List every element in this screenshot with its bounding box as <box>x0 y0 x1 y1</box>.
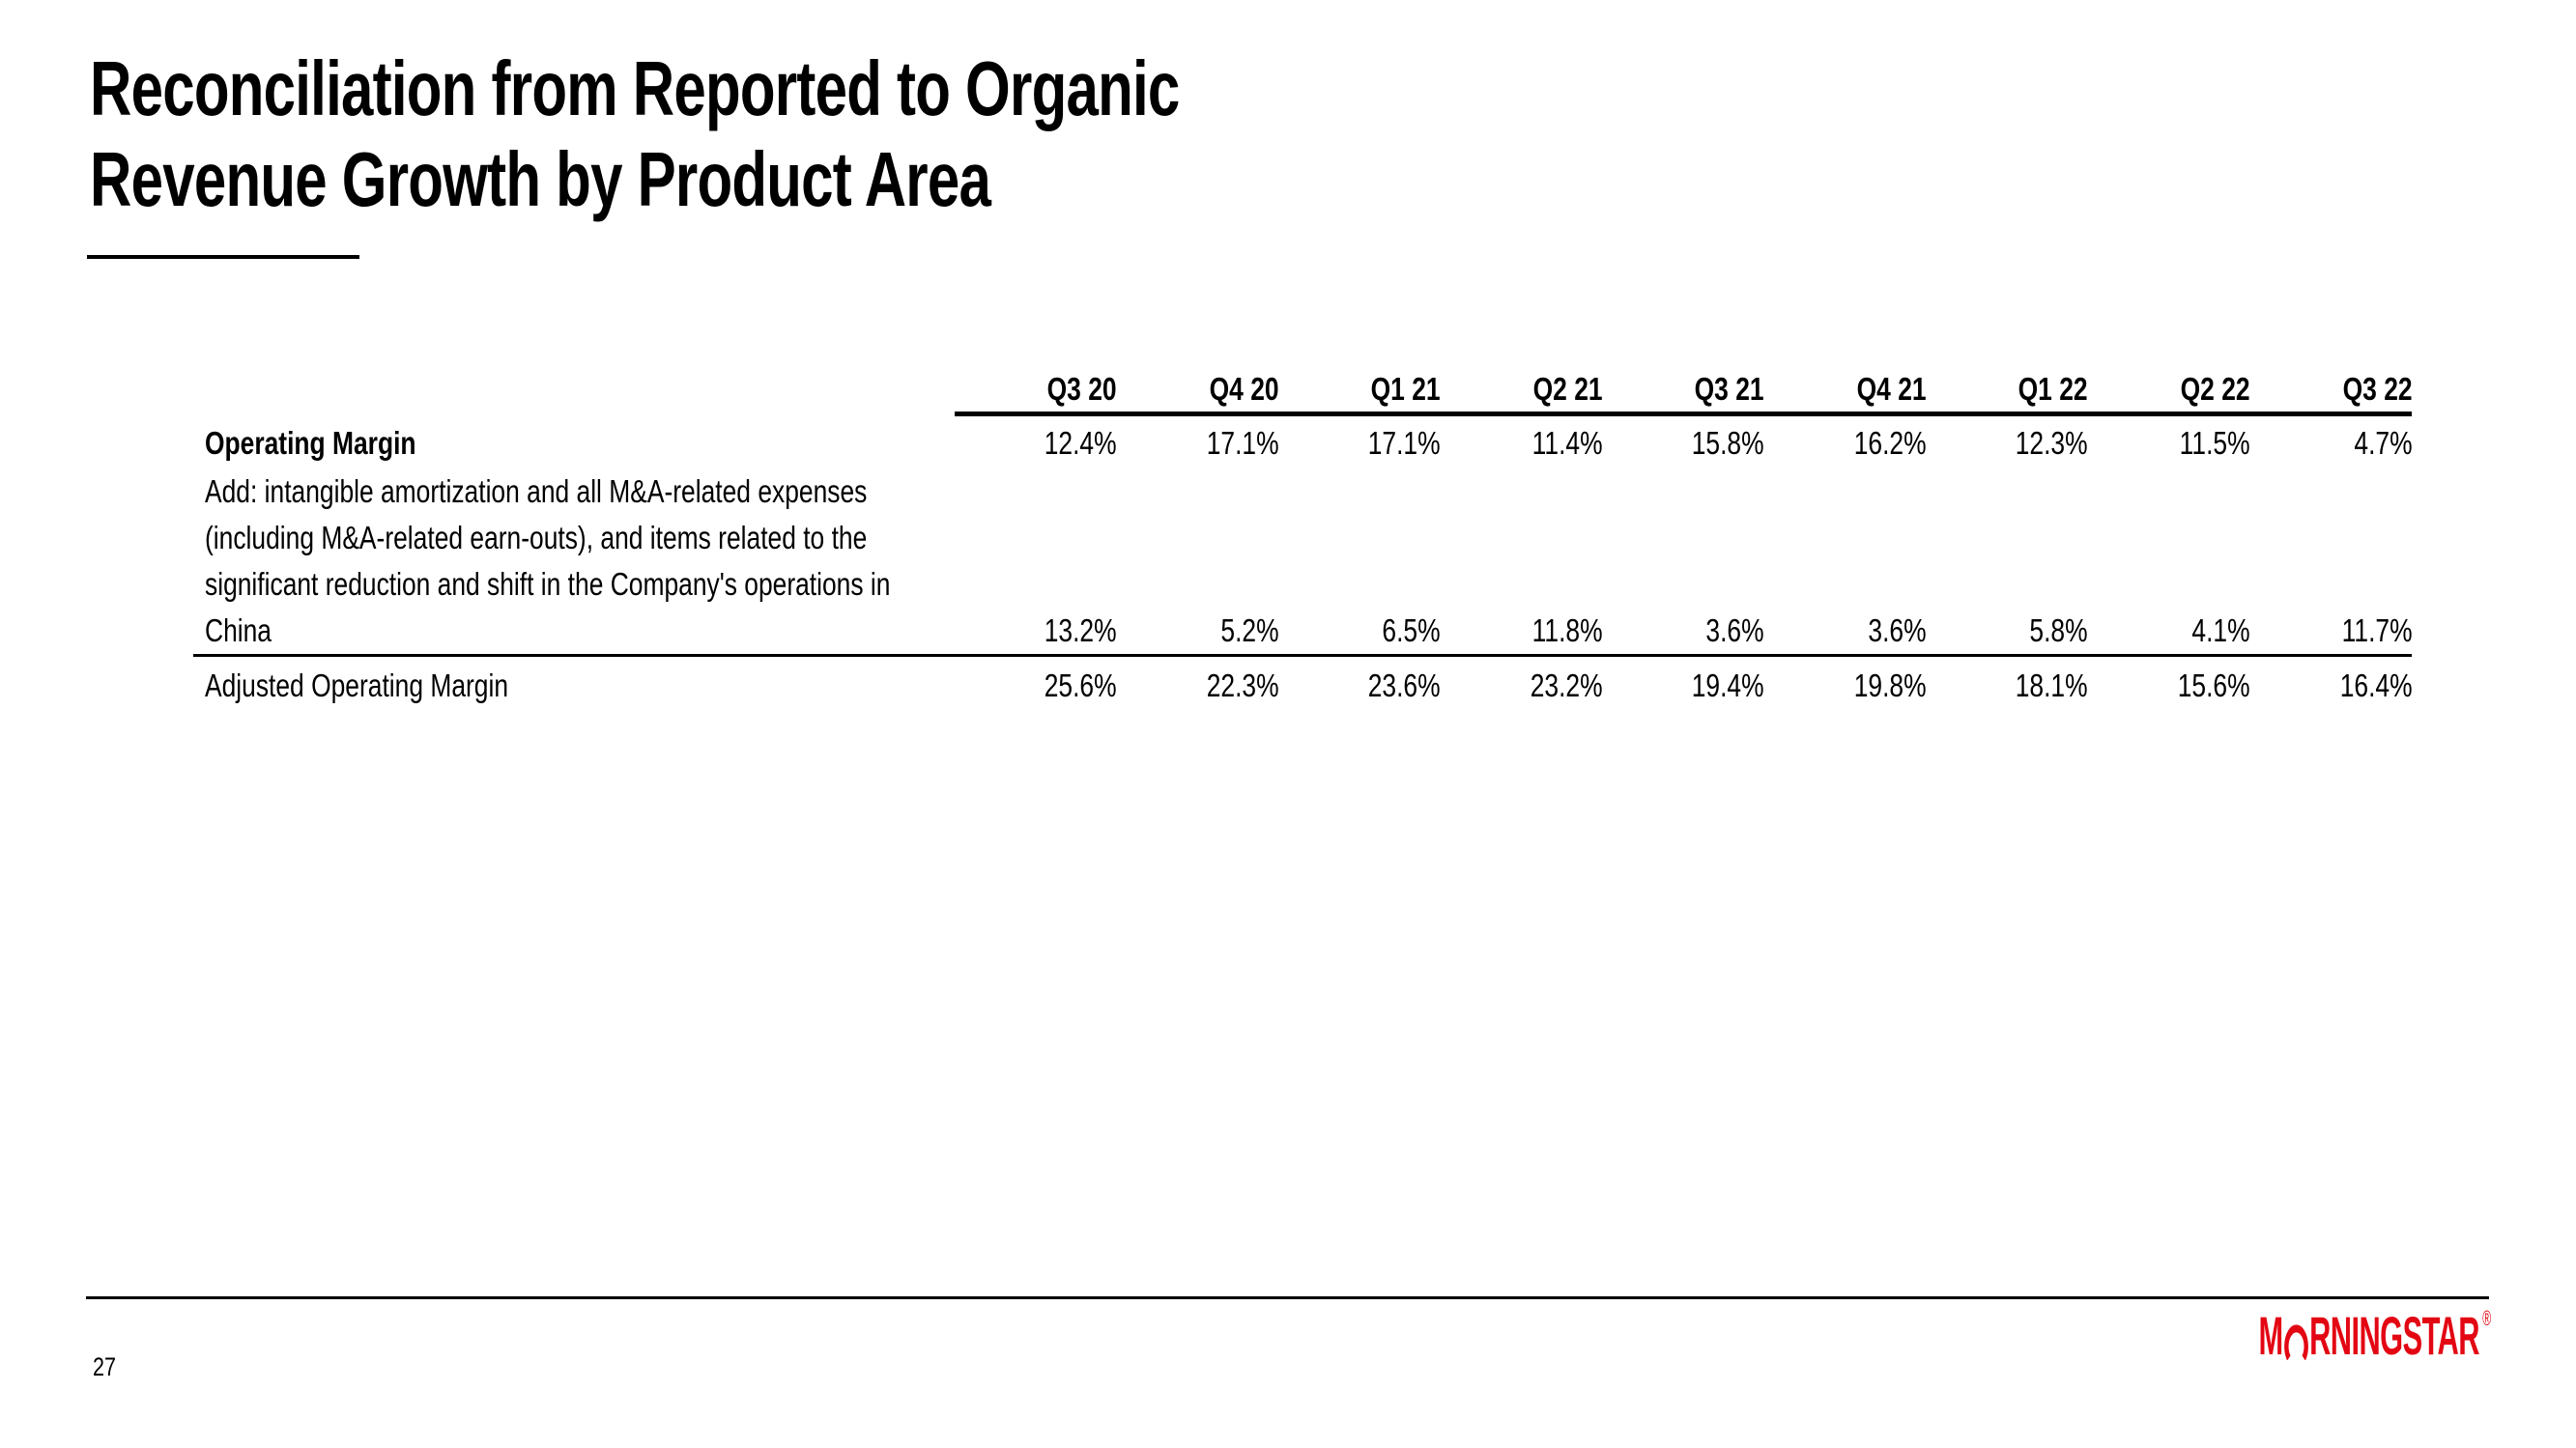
row-label-line-3: significant reduction and shift in the C… <box>205 566 891 602</box>
row-values: 12.4% 17.1% 17.1% 11.4% 15.8% 16.2% 12.3… <box>955 424 2412 463</box>
value-cell: 16.2% <box>1853 425 1927 461</box>
value-cell: 22.3% <box>1206 667 1279 703</box>
value-cell: 5.8% <box>2029 612 2088 648</box>
value-cell: 11.7% <box>2341 612 2413 648</box>
value-cell: 11.4% <box>1531 425 1603 461</box>
value-cell: 3.6% <box>1705 612 1764 648</box>
value-cell: 13.2% <box>1044 612 1117 648</box>
column-header: Q3 20 <box>1046 371 1117 407</box>
column-header: Q2 22 <box>2180 371 2250 407</box>
value-cell: 15.8% <box>1691 425 1764 461</box>
column-header: Q1 22 <box>2018 371 2088 407</box>
value-cell: 6.5% <box>1382 612 1441 648</box>
value-cell: 15.6% <box>2177 667 2250 703</box>
row-label: Operating Margin <box>205 425 416 461</box>
table-row-operating-margin: Operating Margin 12.4% 17.1% 17.1% 11.4%… <box>193 416 2412 463</box>
column-header: Q1 21 <box>1370 371 1441 407</box>
row-label-cell: Adjusted Operating Margin <box>193 667 955 705</box>
value-cell: 25.6% <box>1044 667 1117 703</box>
table-row-add-adjustments: Add: intangible amortization and all M&A… <box>193 463 2412 654</box>
column-header: Q4 20 <box>1209 371 1279 407</box>
table-row-adjusted-operating-margin: Adjusted Operating Margin 25.6% 22.3% 23… <box>193 654 2412 705</box>
column-header: Q3 21 <box>1694 371 1764 407</box>
value-cell: 19.4% <box>1691 667 1764 703</box>
value-cell: 4.7% <box>2353 425 2413 461</box>
row-label-multiline: Add: intangible amortization and all M&A… <box>205 468 891 654</box>
value-cell: 11.8% <box>1531 612 1603 648</box>
value-cell: 23.6% <box>1367 667 1441 703</box>
row-values: 13.2% 5.2% 6.5% 11.8% 3.6% 3.6% 5.8% 4.1… <box>955 468 2412 654</box>
value-cell: 23.2% <box>1530 667 1603 703</box>
value-cell: 3.6% <box>1868 612 1927 648</box>
value-cell: 5.2% <box>1219 612 1279 648</box>
title-underline <box>87 255 359 259</box>
logo-text-rningstar: RNINGSTAR <box>2309 1305 2480 1366</box>
header-cells: Q3 20 Q4 20 Q1 21 Q2 21 Q3 21 Q4 21 Q1 2… <box>955 371 2412 416</box>
value-cell: 12.4% <box>1044 425 1117 461</box>
page-title: Reconciliation from Reported to Organic … <box>90 43 1180 225</box>
page-title-line-2: Revenue Growth by Product Area <box>90 136 991 222</box>
page-number: 27 <box>93 1352 117 1381</box>
value-cell: 12.3% <box>2016 425 2088 461</box>
row-label-cell: Add: intangible amortization and all M&A… <box>193 468 955 654</box>
value-cell: 11.5% <box>2179 425 2250 461</box>
table-header-row: Q3 20 Q4 20 Q1 21 Q2 21 Q3 21 Q4 21 Q1 2… <box>193 371 2412 416</box>
row-label: Adjusted Operating Margin <box>205 667 509 703</box>
value-cell: 19.8% <box>1853 667 1927 703</box>
value-cell: 18.1% <box>2016 667 2088 703</box>
value-cell: 16.4% <box>2339 667 2413 703</box>
value-cell: 17.1% <box>1206 425 1279 461</box>
page-title-line-1: Reconciliation from Reported to Organic <box>90 45 1180 131</box>
value-cell: 4.1% <box>2191 612 2250 648</box>
row-label-line-1: Add: intangible amortization and all M&A… <box>205 473 868 509</box>
footer-divider <box>86 1296 2489 1299</box>
morningstar-sunrise-icon <box>2284 1324 2309 1360</box>
value-cell: 17.1% <box>1367 425 1441 461</box>
row-label-line-2: (including M&A-related earn-outs), and i… <box>205 520 868 555</box>
column-header: Q4 21 <box>1856 371 1927 407</box>
registered-trademark-icon: ® <box>2482 1306 2492 1330</box>
reconciliation-table: Q3 20 Q4 20 Q1 21 Q2 21 Q3 21 Q4 21 Q1 2… <box>193 371 2412 705</box>
row-values: 25.6% 22.3% 23.6% 23.2% 19.4% 19.8% 18.1… <box>955 667 2412 705</box>
row-label-cell: Operating Margin <box>193 424 955 463</box>
column-header: Q2 21 <box>1532 371 1603 407</box>
column-header: Q3 22 <box>2342 371 2413 407</box>
row-label-line-4: China <box>205 612 272 648</box>
morningstar-logo: M RNINGSTAR ® <box>2258 1305 2492 1366</box>
logo-text-m: M <box>2258 1305 2284 1366</box>
